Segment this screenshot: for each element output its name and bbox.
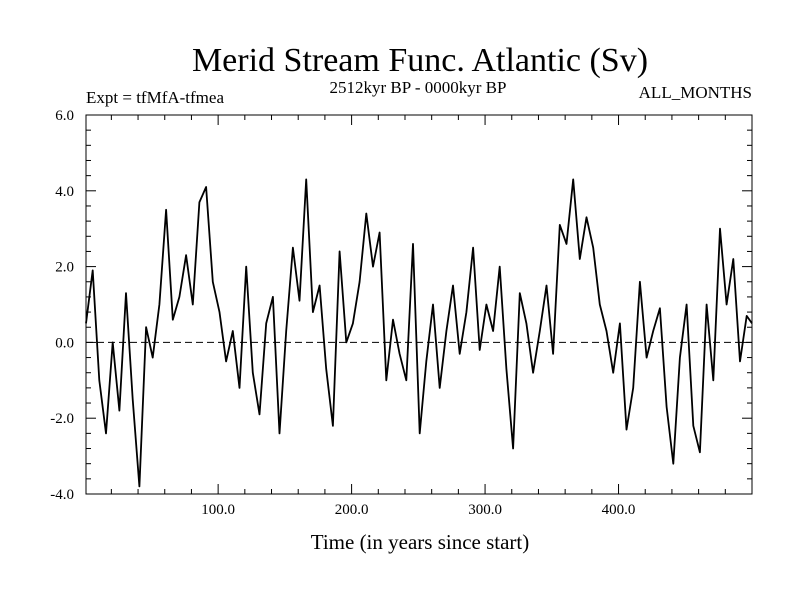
y-tick-label: 4.0 [55,184,74,200]
x-axis-label: Time (in years since start) [311,530,530,554]
y-tick-label: 2.0 [55,260,74,276]
x-tick-label: 100.0 [201,502,235,518]
x-tick-label: 300.0 [468,502,502,518]
y-tick-label: 6.0 [55,108,74,124]
x-tick-label: 200.0 [335,502,369,518]
y-tick-label: -4.0 [50,487,74,503]
y-tick-label: 0.0 [55,335,74,351]
y-tick-label: -2.0 [50,411,74,427]
months-label: ALL_MONTHS [639,83,752,102]
chart-title: Merid Stream Func. Atlantic (Sv) [192,42,648,79]
x-tick-label: 400.0 [602,502,636,518]
plot-area: 100.0 200.0 300.0 400.0 -4.0 -2.0 0.0 2.0 4.0 6.0 [50,108,753,518]
plot-frame [85,114,753,495]
data-series-line [85,178,753,488]
time-range-label: 2512kyr BP - 0000kyr BP [330,78,507,97]
experiment-label: Expt = tfMfA-tfmea [86,88,224,107]
